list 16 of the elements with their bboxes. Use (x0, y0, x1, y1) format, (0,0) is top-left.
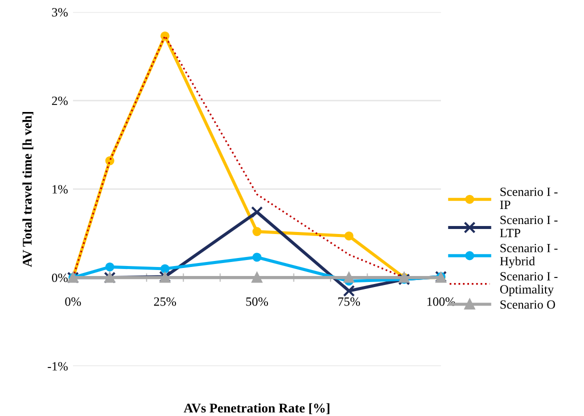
legend-label: Scenario O (500, 300, 556, 309)
y-tick-label: -1% (48, 362, 68, 371)
legend-label: Scenario I - IP (500, 188, 558, 209)
y-tick-label: 3% (52, 8, 68, 17)
y-tick-label: 2% (52, 96, 68, 106)
y-axis-title: AV Total travel time [h veh] (22, 112, 34, 267)
legend-label: Scenario I - Hybrid (500, 244, 558, 268)
legend-label: Scenario I - Optimality (500, 272, 558, 296)
x-axis-title: AVs Penetration Rate [%] (184, 403, 330, 414)
y-tick-label: 0% (52, 274, 68, 282)
x-tick-label: 25% (154, 297, 176, 306)
x-tick-label: 0% (65, 297, 81, 306)
legend-label: Scenario I - LTP (500, 216, 558, 238)
y-tick-label: 1% (52, 185, 68, 194)
x-tick-label: 75% (338, 297, 360, 306)
x-tick-label: 50% (246, 297, 268, 306)
